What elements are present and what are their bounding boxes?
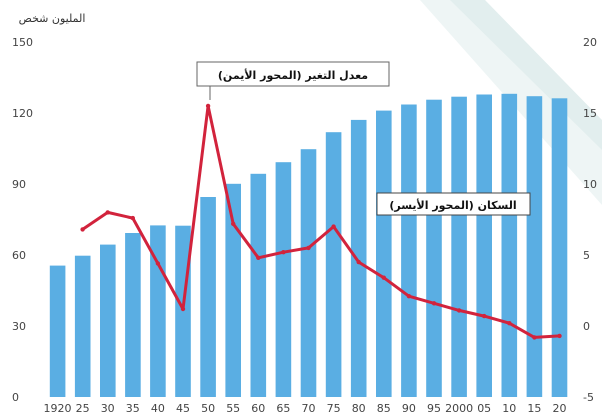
x-tick-label: 45: [176, 402, 190, 415]
bar: [125, 233, 141, 397]
rate-point: [381, 275, 386, 280]
x-tick-label: 75: [327, 402, 341, 415]
x-tick-label: 05: [477, 402, 491, 415]
rate-point: [331, 224, 336, 229]
bar: [426, 99, 442, 397]
x-tick-label: 20: [553, 402, 567, 415]
bar: [376, 110, 392, 397]
bar: [49, 265, 66, 397]
x-tick-label: 70: [302, 402, 316, 415]
x-tick-label: 60: [251, 402, 265, 415]
left-tick-label: 30: [12, 320, 26, 333]
right-axis-ticks: -5 0 5 10 15 20: [583, 36, 597, 404]
bar: [476, 94, 492, 397]
rate-point: [557, 333, 562, 339]
x-tick-label: 55: [226, 402, 240, 415]
right-tick-label: 0: [583, 320, 590, 333]
rate-point: [130, 215, 135, 221]
bars-callout: السكان (المحور الأيسر): [376, 192, 531, 216]
bar: [250, 173, 267, 397]
line-callout: معدل التغير (المحور الأيمن): [196, 61, 390, 100]
rate-point: [80, 227, 85, 232]
right-tick-label: 5: [583, 249, 590, 262]
right-tick-label: 15: [583, 107, 597, 120]
bar: [275, 162, 292, 397]
rate-point: [231, 221, 236, 226]
left-tick-label: 90: [12, 178, 26, 191]
bar: [200, 197, 216, 397]
left-tick-label: 60: [12, 249, 26, 262]
rate-point: [105, 210, 110, 215]
x-axis-ticks: 1920 25 30 35 40 45 50 55 60 65 70 75 80 85 90 95 2000 05…: [44, 402, 567, 415]
bar: [325, 132, 342, 397]
bar: [350, 119, 367, 398]
bar: [175, 225, 191, 397]
left-tick-label: 0: [12, 391, 19, 404]
x-tick-label: 65: [276, 402, 290, 415]
rate-point: [507, 321, 512, 326]
bar: [100, 244, 116, 397]
rate-point: [532, 335, 537, 340]
rate-point: [406, 294, 412, 299]
rate-point: [431, 301, 437, 306]
left-axis-title: المليون شخص: [19, 12, 86, 25]
left-axis-ticks: 0 30 60 90 120 150: [12, 36, 33, 404]
bar: [501, 93, 518, 398]
right-tick-label: -5: [583, 391, 594, 404]
x-tick-label: 15: [527, 402, 541, 415]
x-tick-label: 1920: [44, 402, 72, 415]
bars-layer: [49, 93, 568, 398]
rate-point: [180, 306, 186, 312]
bar: [300, 149, 317, 397]
bar: [74, 255, 91, 397]
bar: [225, 183, 241, 397]
bar: [551, 98, 568, 398]
line-layer: [80, 103, 562, 340]
x-tick-label: 80: [352, 402, 366, 415]
right-tick-label: 20: [583, 36, 597, 49]
rate-point: [256, 255, 261, 260]
x-tick-label: 30: [101, 402, 115, 415]
x-tick-label: 85: [377, 402, 391, 415]
x-tick-label: 95: [427, 402, 441, 415]
line-callout-label: معدل التغير (المحور الأيمن): [218, 68, 368, 82]
bar: [526, 96, 543, 397]
rate-line: [81, 104, 560, 339]
rate-point: [155, 261, 161, 266]
rate-point: [205, 103, 211, 109]
x-tick-label: 50: [201, 402, 215, 415]
x-tick-label: 10: [502, 402, 516, 415]
x-tick-label: 90: [402, 402, 416, 415]
bar: [451, 96, 467, 397]
rate-point: [306, 245, 311, 251]
x-tick-label: 40: [151, 402, 165, 415]
x-tick-label: 25: [76, 402, 90, 415]
left-tick-label: 120: [12, 107, 33, 120]
right-tick-label: 10: [583, 178, 597, 191]
rate-point: [456, 308, 462, 313]
rate-point: [281, 250, 286, 255]
left-tick-label: 150: [12, 36, 33, 49]
bars-callout-label: السكان (المحور الأيسر): [389, 198, 516, 212]
rate-point: [356, 259, 361, 265]
bar: [401, 104, 417, 397]
rate-point: [482, 313, 487, 319]
x-tick-label: 35: [126, 402, 140, 415]
x-tick-label: 2000: [445, 402, 473, 415]
